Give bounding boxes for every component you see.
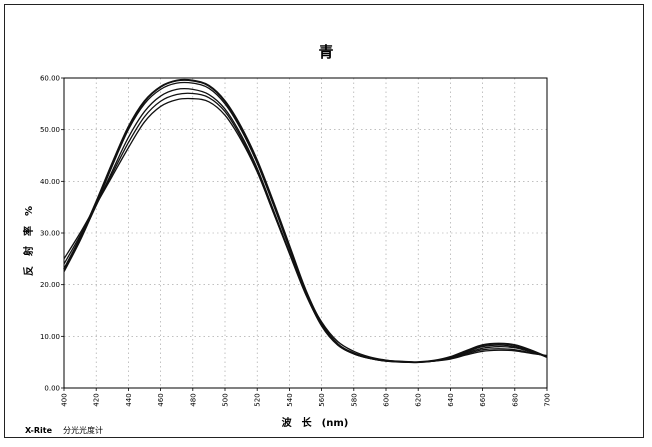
- x-tick-label: 660: [479, 393, 487, 406]
- x-tick-label: 680: [511, 393, 519, 406]
- chart: 青 400 420 440 460 480 500 520 540 560 580 600 620 64…: [22, 43, 552, 435]
- x-tick-label: 460: [157, 393, 165, 406]
- series-line-4: [63, 92, 548, 363]
- y-tick-label: 0.00: [44, 385, 60, 393]
- series-line-5: [63, 97, 548, 363]
- x-tick-label: 580: [350, 393, 358, 406]
- x-axis-label: 波 长 (nm): [282, 416, 349, 429]
- y-tick-label: 60.00: [40, 75, 60, 83]
- x-tick-label: 620: [415, 393, 423, 406]
- x-tick-label: 600: [383, 393, 391, 406]
- y-tick-label: 40.00: [40, 178, 60, 186]
- chart-title: 青: [318, 43, 333, 61]
- x-tick-label: 540: [286, 393, 294, 406]
- tick-labels: 400 420 440 460 480 500 520 540 560 580 600 620 640 6…: [40, 75, 552, 407]
- footer-device: 分光光度计: [63, 425, 103, 435]
- x-tick-label: 640: [447, 393, 455, 406]
- y-tick-label: 50.00: [40, 126, 60, 134]
- x-tick-label: 420: [93, 393, 101, 406]
- x-tick-label: 440: [125, 393, 133, 406]
- footer-brand: X-Rite: [25, 426, 53, 435]
- x-tick-label: 400: [61, 393, 69, 406]
- y-tick-label: 20.00: [40, 281, 60, 289]
- x-tick-label: 500: [222, 393, 230, 406]
- chart-frame: 青 400 420 440 460 480 500 520 540 560 580 600 620 64…: [4, 4, 644, 438]
- series-group: [63, 78, 548, 364]
- x-tick-label: 520: [254, 393, 262, 406]
- x-tick-label: 560: [318, 393, 326, 406]
- y-tick-label: 30.00: [40, 230, 60, 238]
- x-tick-label: 480: [189, 393, 197, 406]
- y-axis-label: 反 射 率 %: [22, 206, 35, 276]
- y-tick-label: 10.00: [40, 333, 60, 341]
- x-tick-label: 700: [544, 393, 552, 406]
